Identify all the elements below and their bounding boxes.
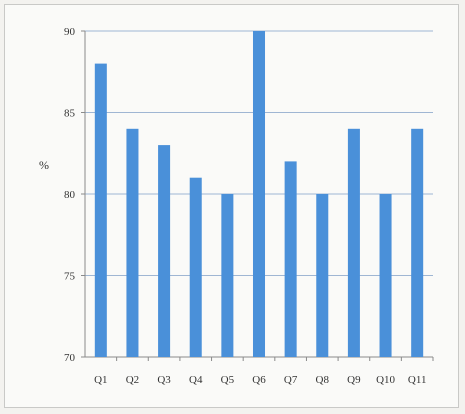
x-tick-label: Q7 <box>284 374 298 386</box>
bars <box>94 31 424 357</box>
x-tick-labels: Q1 Q2 Q3 Q4 Q5 Q6 Q7 Q8 Q9 Q10 Q11 <box>94 357 434 386</box>
x-tick-label: Q10 <box>376 374 395 386</box>
bar-q5 <box>221 194 234 357</box>
bar-q2 <box>126 128 139 357</box>
bar-q9 <box>347 128 360 357</box>
bar-q6 <box>252 31 266 357</box>
bar-q8 <box>316 194 329 357</box>
y-tick-label: 70 <box>64 352 76 364</box>
x-tick-label: Q5 <box>221 374 235 386</box>
x-tick-label: Q6 <box>252 374 266 386</box>
bar-q10 <box>379 194 392 357</box>
y-tick-label: 90 <box>64 26 76 38</box>
y-axis-label: % <box>39 158 49 172</box>
y-tick-label: 80 <box>64 189 76 201</box>
x-tick-label: Q9 <box>347 374 361 386</box>
bar-q11 <box>411 128 424 357</box>
y-tick-label: 85 <box>64 108 76 120</box>
x-tick-label: Q3 <box>157 374 171 386</box>
bar-q3 <box>158 145 171 357</box>
x-tick-label: Q8 <box>316 374 330 386</box>
x-tick-label: Q1 <box>94 374 107 386</box>
bar-q1 <box>94 63 107 357</box>
x-tick-label: Q4 <box>189 374 203 386</box>
y-tick-label: 75 <box>64 271 76 283</box>
bar-q7 <box>284 161 297 357</box>
bar-q4 <box>189 177 202 357</box>
y-tick-labels: 70 75 80 85 90 <box>64 26 76 364</box>
x-tick-label: Q11 <box>408 374 427 386</box>
x-tick-label: Q2 <box>126 374 139 386</box>
